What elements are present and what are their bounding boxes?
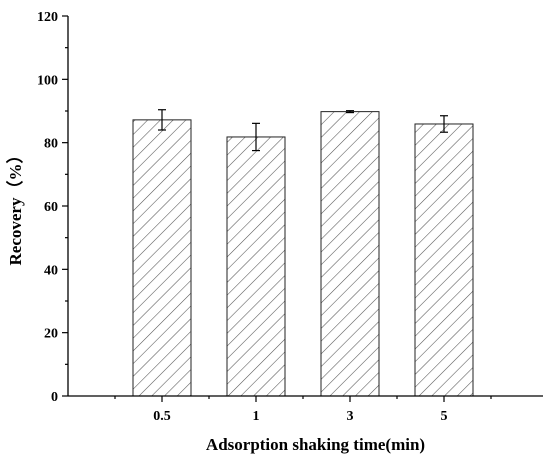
y-tick-label-20: 20 [44,327,58,342]
x-axis-title: Adsorption shaking time(min) [206,435,425,454]
error-bar-0.5 [158,109,166,131]
y-tick-label-60: 60 [44,200,58,215]
bars [132,111,474,397]
y-axis-ticks: 0 20 40 60 80 100 120 [37,10,68,405]
y-tick-label-100: 100 [37,73,58,88]
x-tick-label-1: 1 [253,409,260,424]
error-bars [158,109,448,152]
bar-3 [320,111,380,397]
x-tick-label-5: 5 [441,409,448,424]
y-tick-label-40: 40 [44,263,58,278]
y-axis-title: Recovery（%） [5,147,25,266]
error-bar-3 [346,110,354,114]
bar-5 [414,123,474,397]
error-bar-5 [440,115,448,133]
y-tick-label-120: 120 [37,10,58,25]
x-tick-label-0.5: 0.5 [153,409,171,424]
x-tick-label-3: 3 [347,409,354,424]
error-bar-1 [252,122,260,152]
x-axis-ticks: 0.5 1 3 5 [114,396,492,424]
y-tick-label-80: 80 [44,137,58,152]
y-tick-label-0: 0 [51,390,58,405]
bar-1 [226,136,286,397]
bar-0.5 [132,119,192,397]
